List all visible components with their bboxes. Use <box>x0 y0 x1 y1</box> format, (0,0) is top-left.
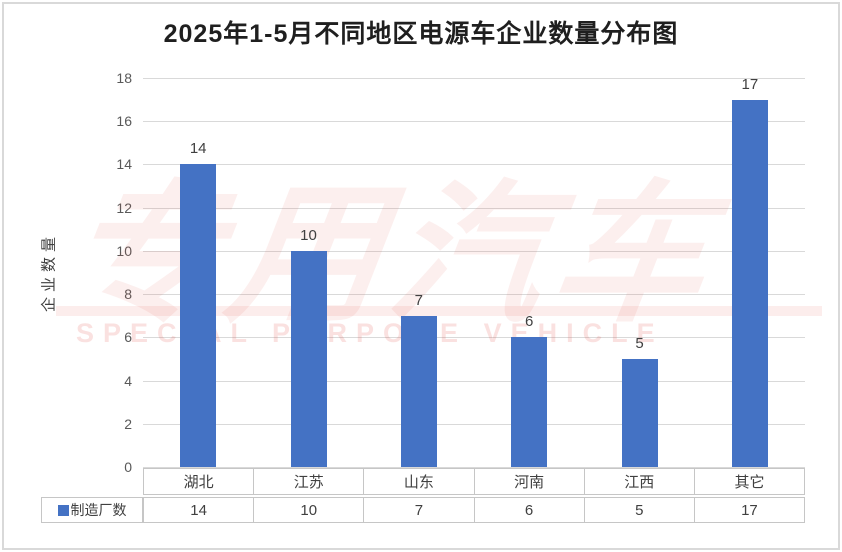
bar-江苏 <box>290 250 327 467</box>
table-value-江西: 5 <box>583 498 694 522</box>
watermark-swoosh <box>56 306 822 316</box>
gridline-10 <box>143 250 805 252</box>
plot-area: 14 10 7 6 5 17 <box>143 75 805 468</box>
y-tick-label-6: 6 <box>124 329 132 346</box>
table-value-山东: 7 <box>363 498 473 522</box>
bar-value-label-江苏: 10 <box>300 226 317 244</box>
gridline-12 <box>143 207 805 209</box>
gridline-14 <box>143 164 805 166</box>
gridline-16 <box>143 121 805 123</box>
watermark-en-text: SPECIAL PURPOSE VEHICLE <box>76 318 664 348</box>
legend-swatch-icon <box>57 504 69 516</box>
gridline-6 <box>143 337 805 339</box>
bar-value-label-江西: 5 <box>635 334 644 352</box>
y-tick-label-18: 18 <box>116 70 132 86</box>
table-category-江苏: 江苏 <box>253 469 363 494</box>
table-category-山东: 山东 <box>363 469 473 494</box>
legend-label: 制造厂数 <box>70 502 127 518</box>
table-value-江苏: 10 <box>253 498 363 522</box>
bar-value-label-河南: 6 <box>524 313 534 331</box>
gridline-2 <box>143 423 805 425</box>
y-tick-label-10: 10 <box>116 242 132 259</box>
bar-江西 <box>621 358 658 467</box>
bar-其它 <box>731 99 768 467</box>
table-category-江西: 江西 <box>583 469 694 494</box>
bar-河南 <box>511 337 548 467</box>
y-tick-label-2: 2 <box>124 415 132 432</box>
table-value-row: 14 10 7 6 5 17 <box>143 497 805 523</box>
table-value-湖北: 14 <box>190 501 207 519</box>
bar-value-label-山东: 7 <box>414 291 423 309</box>
table-category-湖北: 湖北 <box>183 474 214 491</box>
y-axis-title: 企业数量 <box>40 231 58 313</box>
y-tick-label-4: 4 <box>124 372 132 389</box>
table-category-其它: 其它 <box>693 469 804 494</box>
gridline-18 <box>143 78 805 79</box>
y-tick-label-16: 16 <box>116 113 132 130</box>
table-value-其它: 17 <box>693 498 804 522</box>
y-tick-label-0: 0 <box>124 459 132 475</box>
y-tick-label-12: 12 <box>116 199 132 216</box>
bar-value-label-湖北: 14 <box>189 140 207 158</box>
table-header-row: 湖北 江苏 山东 河南 江西 其它 <box>143 468 805 495</box>
bar-山东 <box>400 315 437 467</box>
gridline-0 <box>143 467 805 468</box>
bar-value-label-其它: 17 <box>741 75 759 93</box>
gridline-8 <box>143 294 805 296</box>
table-category-河南: 河南 <box>473 469 584 494</box>
gridline-4 <box>143 380 805 382</box>
chart-title: 2025年1-5月不同地区电源车企业数量分布图 <box>163 20 679 48</box>
table-value-河南: 6 <box>473 498 584 522</box>
legend-cell: 制造厂数 <box>41 497 143 523</box>
y-tick-label-14: 14 <box>116 156 132 173</box>
y-tick-label-8: 8 <box>124 286 132 303</box>
bar-湖北 <box>180 164 217 467</box>
